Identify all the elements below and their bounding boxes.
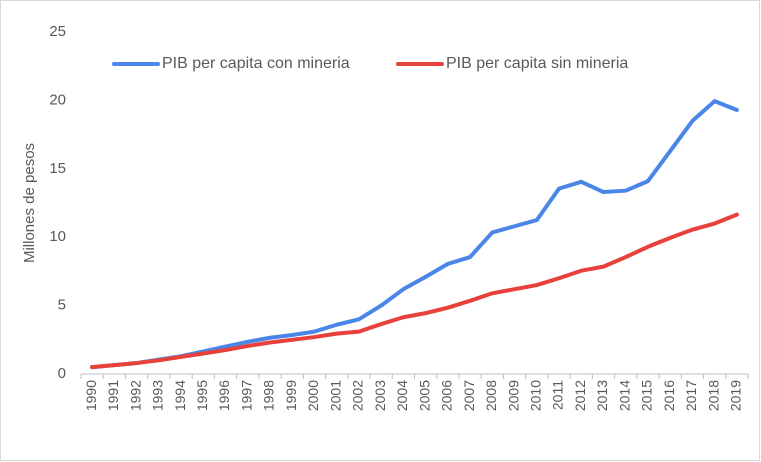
y-tick-label: 0	[58, 365, 66, 382]
x-tick-label: 2019	[728, 380, 744, 411]
x-tick-label: 1991	[105, 380, 121, 411]
x-tick-label: 2011	[550, 380, 566, 410]
x-tick-label: 2010	[527, 380, 543, 411]
x-tick-label: 2002	[350, 380, 366, 411]
y-axis-title: Millones de pesos	[21, 143, 38, 263]
x-tick-label: 2014	[616, 380, 632, 411]
x-tick-label: 2012	[572, 380, 588, 411]
x-tick-label: 2003	[372, 380, 388, 411]
y-tick-label: 15	[49, 160, 66, 177]
x-tick-label: 1994	[172, 380, 188, 411]
y-tick-label: 10	[49, 228, 66, 245]
x-tick-label: 1995	[194, 380, 210, 411]
legend-label: PIB per capita con mineria	[162, 55, 350, 72]
x-tick-label: 1990	[83, 380, 99, 411]
x-tick-label: 1997	[238, 380, 254, 411]
x-tick-label: 2004	[394, 380, 410, 411]
x-tick-label: 2013	[594, 380, 610, 411]
x-tick-label: 1998	[261, 380, 277, 411]
x-tick-label: 2008	[483, 380, 499, 411]
y-tick-label: 25	[49, 23, 66, 40]
x-tick-label: 1999	[283, 380, 299, 411]
x-tick-label: 1996	[216, 380, 232, 411]
x-tick-label: 2018	[705, 380, 721, 411]
x-tick-label: 2006	[439, 380, 455, 411]
x-tick-label: 2016	[661, 380, 677, 411]
x-tick-label: 2001	[327, 380, 343, 411]
x-tick-label: 2000	[305, 380, 321, 411]
x-tick-label: 2009	[505, 380, 521, 411]
x-tick-label: 2015	[639, 380, 655, 411]
x-tick-label: 1992	[127, 380, 143, 411]
x-tick-label: 2005	[416, 380, 432, 411]
y-tick-label: 20	[49, 91, 66, 108]
x-tick-label: 2017	[683, 380, 699, 411]
x-tick-label: 1993	[150, 380, 166, 411]
x-tick-label: 2007	[461, 380, 477, 411]
y-tick-label: 5	[58, 297, 66, 314]
legend-label: PIB per capita sin mineria	[446, 55, 628, 72]
series-line	[90, 212, 739, 370]
